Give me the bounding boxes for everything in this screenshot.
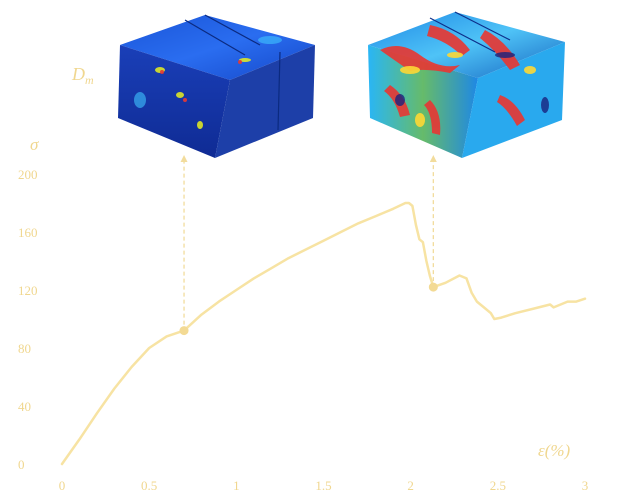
annotation-marker-1 (428, 282, 438, 292)
y-tick-label-3: 120 (18, 283, 38, 298)
x-tick-label-1: 0.5 (141, 478, 157, 493)
damage-cube-peak-strain (368, 11, 565, 158)
x-tick-label-2: 1 (233, 478, 240, 493)
x-tick-label-0: 0 (59, 478, 66, 493)
y-tick-label-4: 160 (18, 225, 38, 240)
x-tick-label-4: 2 (407, 478, 414, 493)
y-tick-label-0: 0 (18, 457, 25, 472)
y-axis-label: σ (30, 135, 39, 154)
damage-cube-low-strain (118, 14, 315, 158)
x-tick-label-3: 1.5 (315, 478, 331, 493)
annotation-arrow-head-1 (429, 155, 437, 162)
y-tick-label-1: 40 (18, 399, 31, 414)
y-tick-label-5: 200 (18, 167, 38, 182)
annotation-arrow-head-0 (180, 155, 188, 162)
damage-variable-label: Dm (71, 64, 94, 87)
stress-strain-curve (60, 201, 587, 466)
x-tick-label-6: 3 (582, 478, 589, 493)
x-tick-label-5: 2.5 (490, 478, 506, 493)
annotation-marker-0 (179, 326, 189, 336)
x-axis-label: ε(%) (538, 441, 571, 460)
y-tick-label-2: 80 (18, 341, 31, 356)
